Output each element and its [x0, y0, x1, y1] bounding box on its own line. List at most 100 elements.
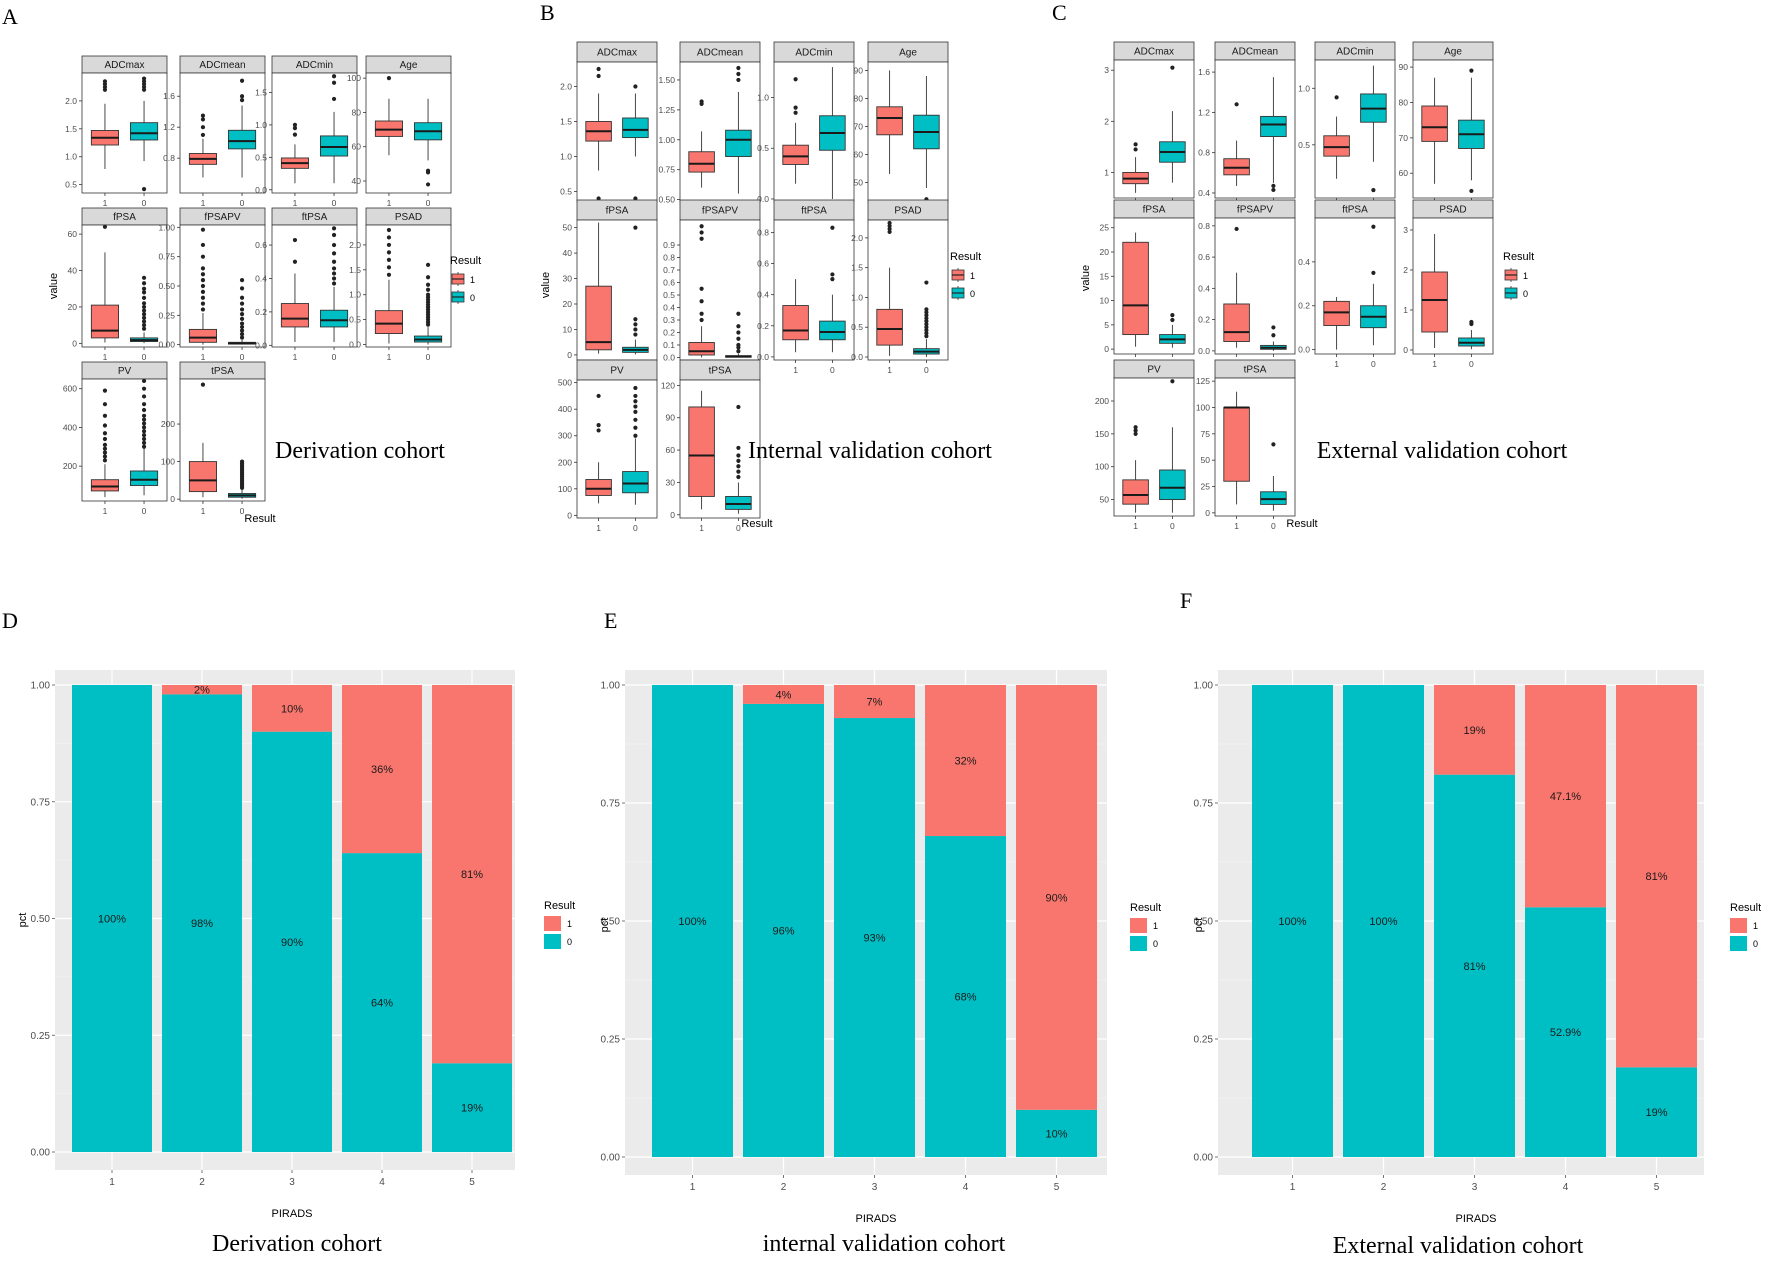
box-result-1: [688, 99, 715, 188]
box-result-1: [876, 220, 903, 356]
box-result-0: [1260, 77, 1287, 193]
box-result-0: [913, 280, 940, 358]
facet-psad: PSAD 0.0 0.5 1.0 1.5 2.0 1 0: [851, 199, 949, 375]
outlier-point: [102, 402, 108, 407]
bar-pirads-2: 96% 4%: [743, 685, 824, 1157]
outlier-point: [633, 393, 638, 399]
outlier-point: [633, 332, 638, 337]
outlier-point: [425, 170, 431, 175]
outlier-point: [699, 224, 704, 229]
outlier-point: [924, 319, 929, 324]
y-tick-label: 0.4: [1298, 257, 1310, 267]
y-tick-label: 0.4: [757, 290, 769, 300]
outlier-point: [141, 378, 147, 384]
y-tick-label: 10: [1100, 296, 1110, 306]
box-result-1: [1223, 391, 1250, 505]
iqr-box: [876, 308, 903, 346]
outlier-point: [1271, 325, 1276, 330]
outlier-point: [141, 402, 147, 407]
y-tick-label: 0.8: [1198, 221, 1210, 231]
bar-segment-result-0: [1434, 774, 1515, 1157]
box-result-1: [374, 227, 404, 344]
y-tick-label: 0.6: [757, 259, 769, 269]
outlier-point: [239, 328, 245, 333]
outlier-point: [1133, 428, 1138, 433]
y-tick-label: 1.00: [601, 681, 621, 692]
y-tick-label: 30: [563, 274, 573, 284]
y-tick-label: 1.00: [31, 681, 51, 692]
facet-plot-area: [179, 224, 266, 348]
data-label-result-0: 100%: [1278, 916, 1306, 928]
y-tick-label: 0: [1403, 345, 1408, 355]
facet-plot-area: [271, 72, 358, 194]
bar-segment-result-1: [925, 685, 1006, 837]
data-label-result-1: 2%: [194, 685, 210, 697]
x-tick-label: 5: [1054, 1182, 1060, 1193]
y-tick-label: 0.75: [658, 165, 675, 175]
x-axis-title: Result: [741, 518, 772, 530]
outlier-point: [331, 74, 337, 79]
box-result-1: [90, 388, 119, 498]
x-tick-label: 4: [963, 1182, 969, 1193]
legend-label: 0: [1153, 939, 1158, 949]
y-tick-label: 0: [1205, 508, 1210, 518]
panel-letter: D: [2, 608, 18, 633]
box-result-1: [782, 279, 809, 353]
box-result-1: [188, 113, 218, 178]
box-result-1: [585, 222, 612, 354]
y-tick-label: 200: [558, 457, 572, 467]
outlier-point: [596, 393, 601, 399]
data-label-result-0: 19%: [461, 1103, 483, 1115]
legend-title: Result: [950, 251, 981, 263]
outlier-point: [141, 301, 147, 306]
data-label-result-0: 81%: [1463, 961, 1485, 973]
panel-d-stacked-bars: D0.000.250.500.751.00100%198%2%290%10%36…: [2, 608, 575, 1257]
outlier-point: [102, 224, 108, 229]
x-tick-label: 1: [103, 198, 108, 208]
outlier-point: [331, 271, 337, 276]
box-result-1: [688, 390, 715, 510]
outlier-point: [736, 324, 741, 329]
y-axis-title: pct: [599, 918, 611, 933]
outlier-point: [141, 433, 147, 438]
y-tick-label: 0: [567, 510, 572, 520]
outlier-point: [141, 312, 147, 317]
y-tick-label: 0.6: [255, 240, 267, 250]
cohort-title: Derivation cohort: [212, 1231, 382, 1257]
x-tick-label: 2: [199, 1177, 205, 1188]
y-tick-label: 0.75: [601, 799, 621, 810]
x-tick-label: 1: [201, 506, 206, 516]
outlier-point: [331, 266, 337, 271]
outlier-point: [425, 287, 431, 292]
y-tick-label: 0.75: [1194, 799, 1214, 810]
outlier-point: [924, 334, 929, 339]
box-result-1: [1122, 425, 1149, 513]
x-tick-label: 4: [1563, 1182, 1569, 1193]
y-tick-label: 0.0: [1198, 346, 1210, 356]
y-tick-label: 0.8: [1198, 148, 1210, 158]
box-result-0: [725, 65, 752, 194]
y-tick-label: 150: [1095, 429, 1109, 439]
iqr-box: [1260, 115, 1287, 138]
iqr-box: [1323, 135, 1350, 157]
outlier-point: [1133, 431, 1138, 436]
outlier-point: [596, 423, 601, 428]
outlier-point: [331, 276, 337, 281]
outlier-point: [699, 230, 704, 235]
box-result-1: [1323, 296, 1350, 350]
iqr-box: [585, 479, 612, 496]
data-label-result-0: 52.9%: [1550, 1027, 1581, 1039]
x-axis-title: Result: [244, 513, 275, 525]
box-result-0: [622, 385, 649, 505]
facet-fpsa: fPSA051015202510: [1100, 199, 1195, 369]
facet-strip-label: fPSAPV: [702, 206, 738, 217]
x-axis-title: PIRADS: [272, 1208, 313, 1220]
y-tick-label: 0.0: [757, 194, 769, 204]
panel-b-boxplots: BADCmax0.51.01.52.010ADCmean0.500.751.00…: [540, 0, 992, 533]
y-tick-label: 0: [670, 510, 675, 520]
outlier-point: [736, 77, 741, 83]
outlier-point: [141, 444, 147, 449]
bar-segment-result-1: [1434, 685, 1515, 775]
